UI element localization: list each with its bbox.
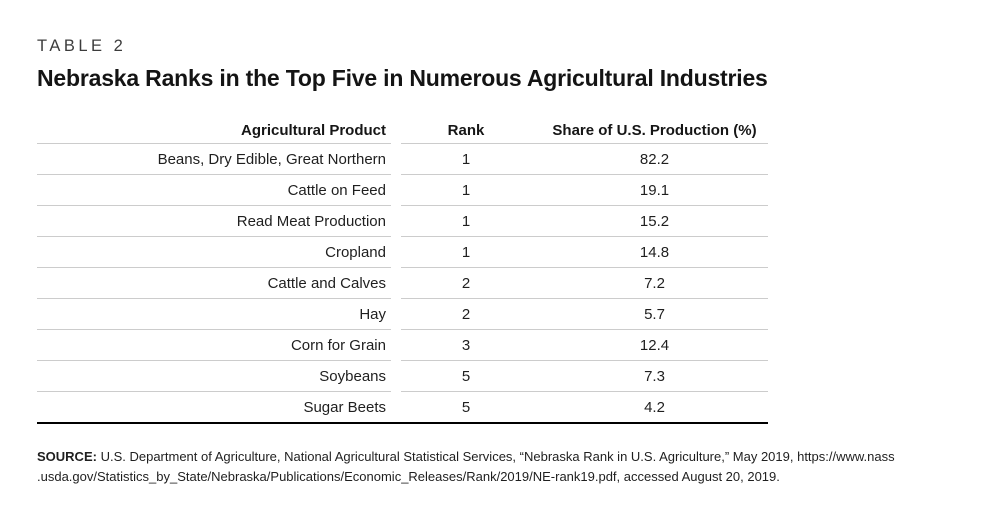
cell-rank: 2 <box>401 299 531 330</box>
table-row: Soybeans 5 7.3 <box>37 361 768 392</box>
column-gap <box>391 206 401 237</box>
cell-share: 14.8 <box>531 237 768 268</box>
cell-share: 19.1 <box>531 175 768 206</box>
cell-agricultural-product: Corn for Grain <box>37 330 391 361</box>
cell-rank: 5 <box>461 398 471 416</box>
column-gap <box>391 392 401 422</box>
cell-share: 7.2 <box>531 268 768 299</box>
cell-share: 15.2 <box>531 206 768 237</box>
column-gap <box>391 118 401 144</box>
cell-rank: 2 <box>401 268 531 299</box>
cell-share: 5.7 <box>531 299 768 330</box>
column-gap <box>391 237 401 268</box>
agriculture-rank-table: Agricultural Product Rank Share of U.S. … <box>37 118 768 424</box>
column-header-share: Share of U.S. Production (%) <box>531 118 768 144</box>
page: TABLE 2 Nebraska Ranks in the Top Five i… <box>37 37 963 487</box>
table-title: Nebraska Ranks in the Top Five in Numero… <box>37 65 768 91</box>
table-row: Sugar Beets 5 4.2 <box>37 392 768 422</box>
column-gap <box>391 268 401 299</box>
cell-agricultural-product: Soybeans <box>37 361 391 392</box>
cell-agricultural-product: Read Meat Production <box>37 206 391 237</box>
cell-rank: 5 <box>401 361 531 392</box>
table-kicker: TABLE 2 <box>37 37 127 55</box>
column-gap <box>391 144 401 175</box>
source-label: SOURCE: <box>37 449 97 464</box>
table-row: Hay 2 5.7 <box>37 299 768 330</box>
cell-agricultural-product: Beans, Dry Edible, Great Northern <box>37 144 391 175</box>
cell-rank: 1 <box>401 237 531 268</box>
column-gap <box>391 361 401 392</box>
column-gap <box>391 330 401 361</box>
column-header-agricultural-product: Agricultural Product <box>37 118 391 144</box>
cell-share: 7.3 <box>531 361 768 392</box>
source-note: SOURCE: U.S. Department of Agriculture, … <box>37 447 963 487</box>
column-gap <box>391 299 401 330</box>
column-header-rank: Rank <box>401 118 531 144</box>
column-gap <box>391 175 401 206</box>
table-row: Corn for Grain 3 12.4 <box>37 330 768 361</box>
cell-agricultural-product: Cropland <box>37 237 391 268</box>
table-row: Beans, Dry Edible, Great Northern 1 82.2 <box>37 144 768 175</box>
cell-rank: 1 <box>401 144 531 175</box>
cell-agricultural-product: Cattle on Feed <box>37 175 391 206</box>
table-row: Cropland 1 14.8 <box>37 237 768 268</box>
cell-agricultural-product: Sugar Beets <box>303 398 386 416</box>
cell-rank: 1 <box>401 206 531 237</box>
cell-agricultural-product: Hay <box>37 299 391 330</box>
cell-share: 82.2 <box>531 144 768 175</box>
cell-rank: 3 <box>401 330 531 361</box>
cell-rank: 1 <box>401 175 531 206</box>
cell-share: 4.2 <box>644 398 665 416</box>
source-text-line-1: U.S. Department of Agriculture, National… <box>100 449 895 464</box>
table-body: Beans, Dry Edible, Great Northern 1 82.2 Ca… <box>37 144 768 422</box>
cell-share: 12.4 <box>531 330 768 361</box>
source-text-line-2: .usda.gov/Statistics_by_State/Nebraska/P… <box>37 469 780 484</box>
cell-agricultural-product: Cattle and Calves <box>37 268 391 299</box>
table-row: Cattle on Feed 1 19.1 <box>37 175 768 206</box>
table-row: Cattle and Calves 2 7.2 <box>37 268 768 299</box>
table-header-row: Agricultural Product Rank Share of U.S. … <box>37 118 768 144</box>
source-line: SOURCE: U.S. Department of Agriculture, … <box>37 449 895 464</box>
table-row: Read Meat Production 1 15.2 <box>37 206 768 237</box>
